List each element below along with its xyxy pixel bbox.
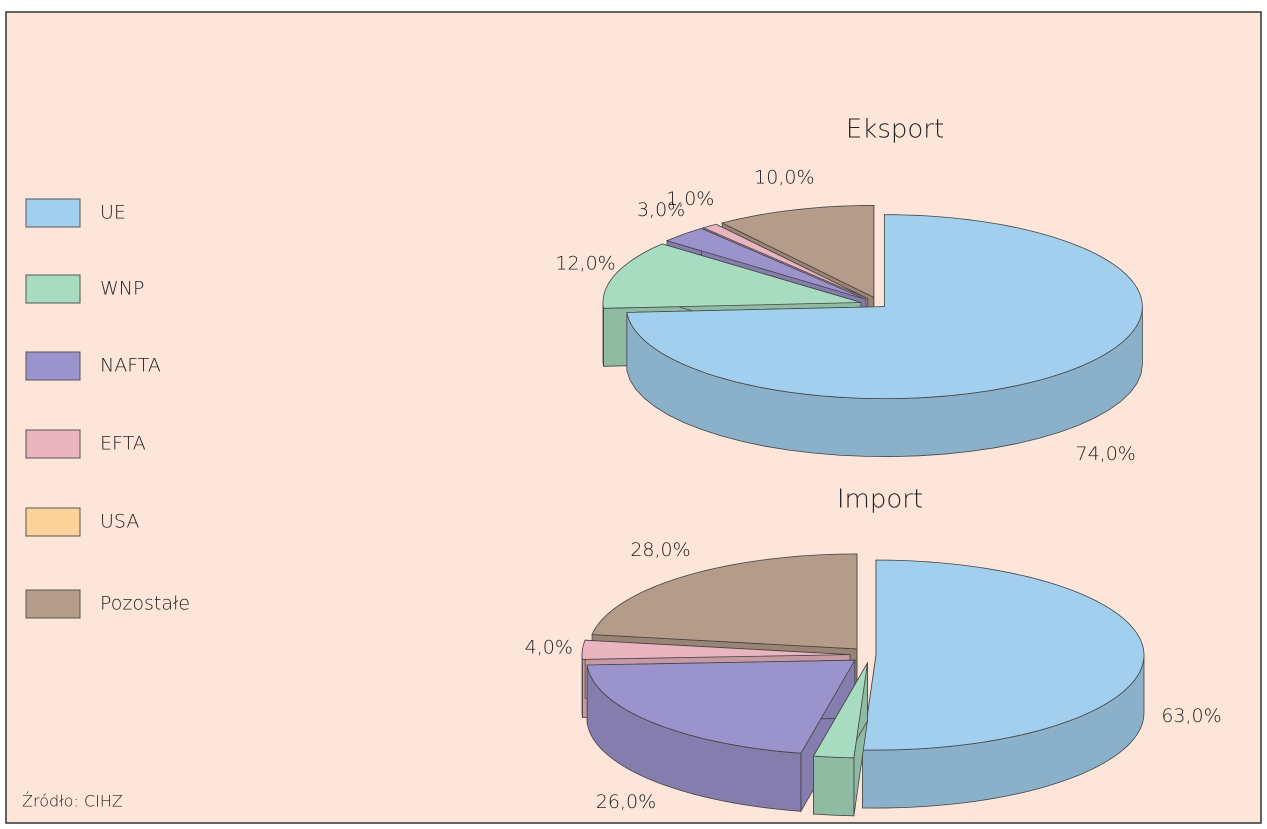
legend-swatch [26,508,80,536]
legend-label: Pozostałe [100,593,190,615]
legend-swatch [26,352,80,380]
chart-title: Import [837,485,923,515]
legend-swatch [26,590,80,618]
value-label: 63,0% [1161,705,1221,727]
legend-swatch [26,199,80,227]
legend-label: USA [100,511,139,533]
slice-wall [603,303,604,367]
value-label: 12,0% [555,252,615,274]
value-label: 4,0% [525,637,573,659]
value-label: 28,0% [630,539,690,561]
legend-swatch [26,275,80,303]
source: Źródło: CIHZ [22,792,123,811]
value-label: 26,0% [596,791,656,813]
chart-title: Eksport [846,115,944,145]
value-label: 74,0% [1076,443,1136,465]
legend-label: EFTA [100,433,146,455]
legend-label: NAFTA [100,355,161,377]
legend-label: WNP [100,278,144,300]
slice-wall [814,756,854,816]
value-label: 10,0% [754,167,814,189]
legend-label: UE [100,202,126,224]
value-label: 1,0% [666,188,714,210]
legend-swatch [26,430,80,458]
